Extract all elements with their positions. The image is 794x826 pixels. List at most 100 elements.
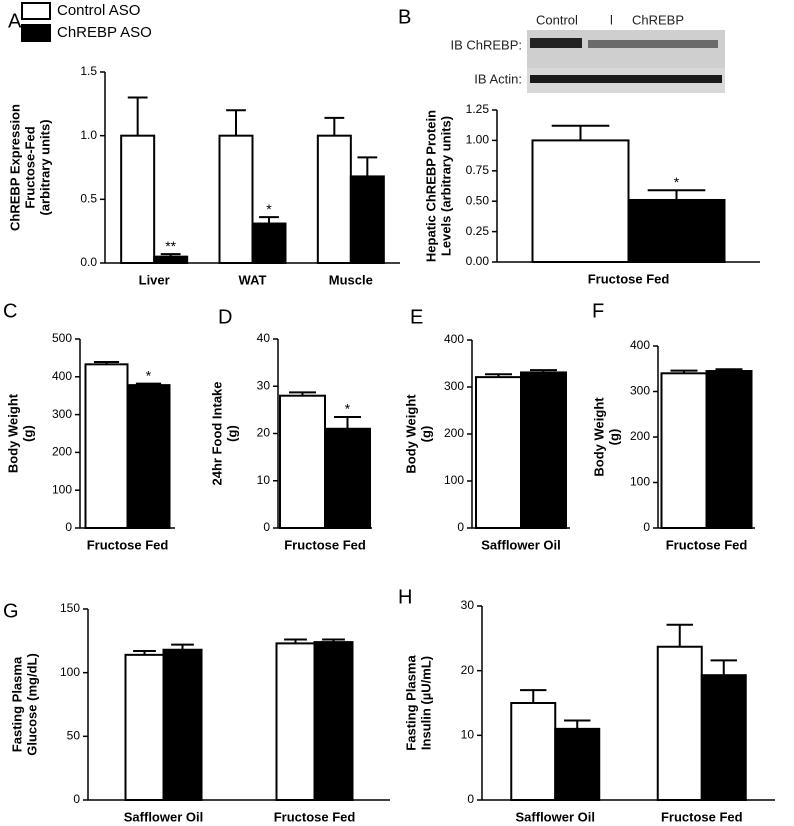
x-tick-label: Fructose Fed [666,537,748,552]
legend-swatch [21,2,51,20]
error-bar [520,689,547,703]
bar [84,363,129,529]
chart-panel: B Hepatic ChREBP Protein Levels (arbitrary… [398,6,760,286]
chart-panel: D 24hr Food Intake (g) 0 10 20 30 40 Fructose Fe… [209,306,372,552]
y-axis-label: (arbitrary units) [37,119,52,215]
bar [124,653,165,802]
y-tick-label: 0.50 [466,193,490,207]
error-bar [715,368,743,372]
bar [120,134,156,265]
panel-letter: C [3,300,17,322]
y-tick-label: 0 [263,520,270,534]
y-tick-label: 300 [630,384,650,398]
x-tick-label: Fructose Fed [87,537,169,552]
y-tick-label: 40 [257,331,271,345]
y-tick-label: 150 [60,601,80,615]
blot-band [588,40,718,48]
y-tick-label: 200 [444,426,464,440]
error-bar [284,638,307,644]
panel-letter: G [3,600,19,622]
error-bar [485,373,512,378]
y-tick-label: 400 [630,338,650,352]
bar [162,648,203,801]
y-tick-label: 0 [65,520,72,534]
x-tick-label: Liver [139,272,170,287]
y-axis-label: Insulin (µU/mL) [418,656,433,750]
y-tick-label: 1.25 [466,102,490,116]
x-tick-label: Fructose Fed [588,271,670,286]
blot-row: IB Actin: [474,71,522,86]
legend-label: Control ASO [57,2,140,19]
panel-letter: B [398,6,411,28]
bar [531,139,630,263]
x-tick-label: Muscle [329,272,373,287]
error-bar [666,623,693,647]
y-tick-label: 100 [52,482,72,496]
blot-row: IB ChREBP: [450,37,522,52]
bar [700,674,747,802]
x-tick-label: WAT [239,272,267,287]
significance-label: * [146,367,152,383]
y-axis-label: ChREBP Expression [7,104,22,231]
chart-panel: A ChREBP Expression Fructose-Fed (arbitrary… [7,10,400,287]
error-bar [322,638,345,643]
significance-label: * [266,201,272,217]
western-blot: Control l ChREBP IB ChREBP: IB Actin: [450,12,725,93]
error-bar [357,156,378,177]
error-bar [127,96,148,136]
y-tick-label: 30 [461,598,475,612]
bar [627,198,726,263]
bar [275,642,316,801]
x-tick-label: Fructose Fed [274,809,356,824]
bar [705,370,753,529]
bar [313,641,354,802]
y-axis-label: Levels (arbitrary units) [438,116,453,256]
y-tick-label: 0.00 [466,254,490,268]
chart-panel: F Body Weight (g) 0 100 200 300 400 Fructose Fed [591,300,755,552]
y-axis-label: Body Weight [403,394,418,474]
y-tick-label: 20 [257,426,271,440]
y-tick-label: 100 [60,665,80,679]
y-axis-label: Fasting Plasma [9,656,24,752]
y-tick-label: 0 [643,520,650,534]
chart-panel: C Body Weight (g) 0 100 200 300 400 500 Fructose … [3,300,175,552]
y-tick-label: 10 [461,728,475,742]
error-bar [226,109,246,136]
bar [153,255,189,264]
x-tick-label: Safflower Oil [516,809,595,824]
blot-strip [527,30,725,68]
y-axis-label: Hepatic ChREBP Protein [423,110,438,262]
chart-panel: H Fasting Plasma Insulin (µU/mL) 0 10 20 30 Saf… [398,586,775,824]
error-bar [171,643,194,650]
y-tick-label: 10 [257,473,271,487]
bar [324,427,371,529]
y-tick-label: 200 [630,429,650,443]
bar [660,372,708,529]
panel-letter: D [218,306,232,328]
error-bar [564,719,591,729]
x-tick-label: Safflower Oil [124,809,203,824]
y-axis-label: 24hr Food Intake [209,381,224,485]
chart-panel: E Body Weight (g) 0 100 200 300 400 Safflower Oi… [403,306,570,552]
y-axis-label: Glucose (mg/dL) [24,653,39,756]
legend-label: ChREBP ASO [57,24,152,41]
bar [349,175,385,264]
y-tick-label: 100 [444,473,464,487]
significance-label: ** [165,238,176,254]
error-bar [710,659,737,676]
y-axis-label: (g) [20,425,35,442]
x-tick-label: Safflower Oil [481,537,560,552]
y-tick-label: 50 [67,729,81,743]
legend-swatch [21,24,51,42]
bar [554,727,601,801]
y-tick-label: 0.5 [80,192,97,206]
y-axis-label: Fasting Plasma [403,655,418,751]
error-bar [551,124,610,141]
bar [218,134,254,265]
blot-column: ChREBP [632,12,684,27]
x-tick-label: Fructose Fed [661,809,743,824]
y-tick-label: 20 [461,663,475,677]
y-tick-label: 300 [444,379,464,393]
panel-letter: E [410,306,423,328]
